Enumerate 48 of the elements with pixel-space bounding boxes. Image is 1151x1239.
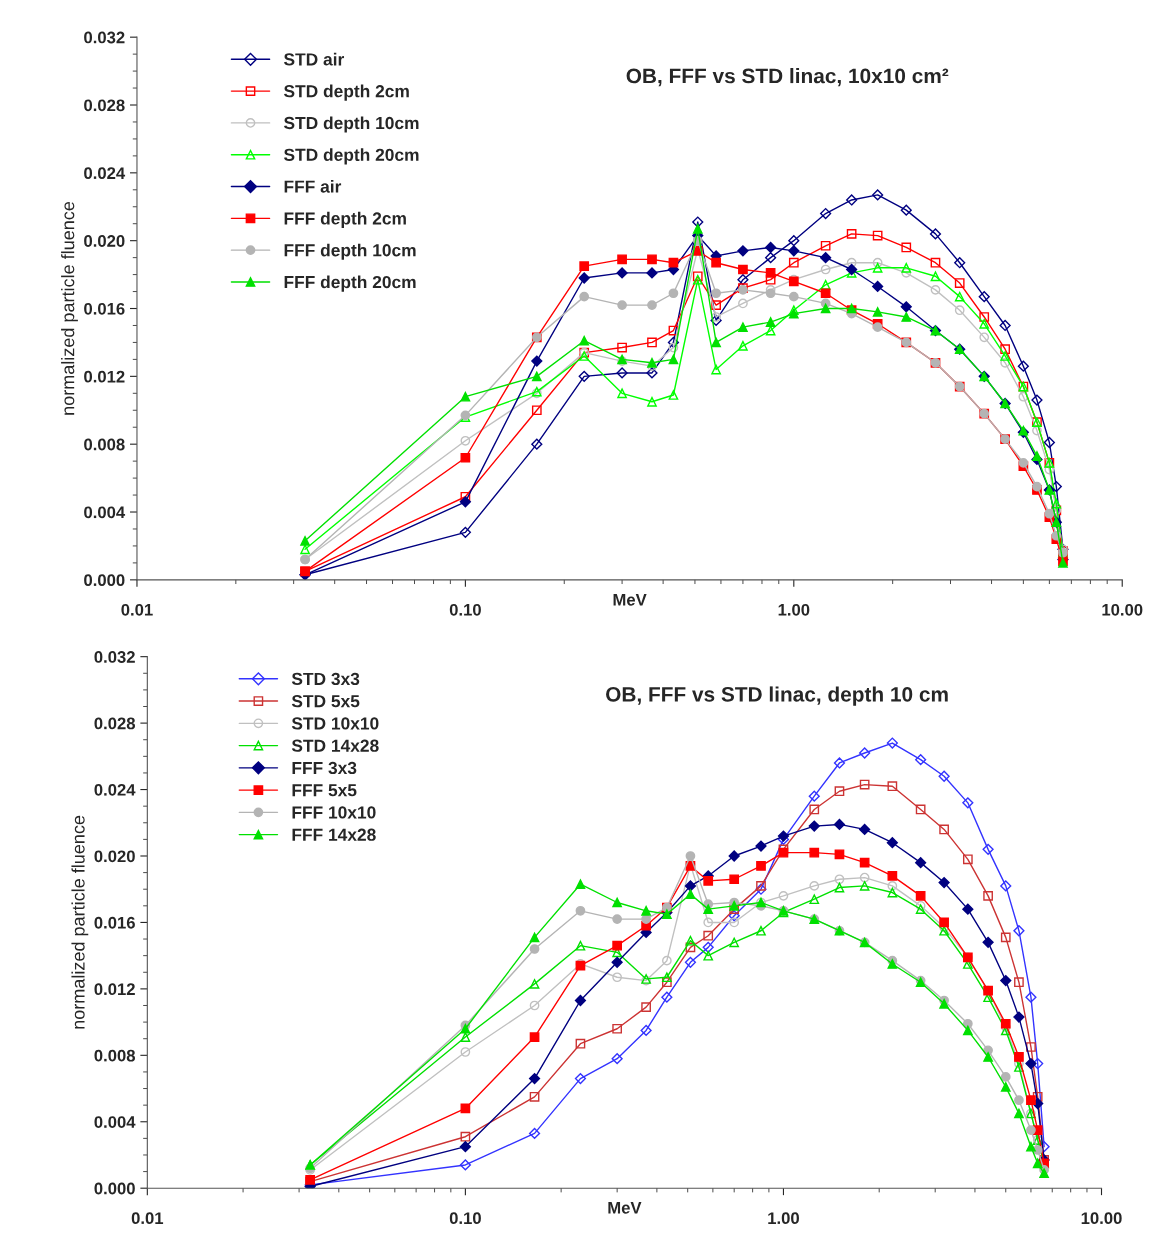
x-tick-label: 0.10 <box>449 1212 481 1225</box>
y-tick-label: 0.020 <box>84 235 125 247</box>
legend-label: FFF 14x28 <box>292 828 376 841</box>
y-tick-label: 0.004 <box>94 1116 136 1128</box>
x-tick-label: 1.00 <box>778 603 810 616</box>
x-axis-title: MeV <box>608 1202 642 1214</box>
y-tick-label: 0.028 <box>94 717 136 730</box>
x-tick-label: 0.01 <box>131 1212 164 1225</box>
legend-label: STD 3x3 <box>291 672 360 686</box>
y-tick-label: 0.024 <box>84 167 126 180</box>
y-tick-label: 0.016 <box>94 916 135 929</box>
x-tick-label: 10.00 <box>1102 603 1143 616</box>
text: OB, FFF vs STD linac, depth 10 cm <box>606 686 948 706</box>
x-tick-label: 0.01 <box>121 603 153 616</box>
legend-label: FFF depth 20cm <box>284 275 416 292</box>
legend-label: STD air <box>284 52 345 66</box>
text: OB, FFF vs STD linac, 10x10 cm² <box>626 68 949 87</box>
legend-label: FFF 10x10 <box>292 806 376 819</box>
legend-label: FFF 5x5 <box>292 784 357 797</box>
legend-label: FFF 3x3 <box>292 761 357 775</box>
y-tick-label: 0.000 <box>94 1182 135 1195</box>
y-tick-label: 0.016 <box>84 302 125 315</box>
legend-label: STD 5x5 <box>291 695 360 708</box>
legend-label: FFF depth 2cm <box>284 211 406 229</box>
legend-label: FFF air <box>284 180 342 193</box>
y-tick-label: 0.020 <box>94 850 135 863</box>
legend-label: STD 14x28 <box>291 739 379 752</box>
y-tick-label: 0.024 <box>94 783 136 796</box>
legend-label: STD 10x10 <box>291 717 379 730</box>
x-axis-title: MeV <box>613 594 647 606</box>
y-tick-label: 0.004 <box>84 506 126 519</box>
y-tick-label: 0.000 <box>84 574 125 587</box>
legend-label: STD depth 20cm <box>284 148 419 165</box>
y-tick-label: 0.008 <box>84 438 125 451</box>
x-tick-label: 0.10 <box>449 603 481 616</box>
legend-label: STD depth 10cm <box>284 116 419 133</box>
legend-label: FFF depth 10cm <box>284 243 416 260</box>
x-tick-label: 1.00 <box>768 1212 799 1225</box>
legend-label: STD depth 2cm <box>284 84 409 101</box>
x-tick-label: 10.00 <box>1081 1212 1122 1225</box>
y-tick-label: 0.028 <box>84 99 125 112</box>
y-tick-label: 0.012 <box>84 370 125 383</box>
y-tick-label: 0.008 <box>94 1049 136 1062</box>
y-tick-label: 0.012 <box>94 983 135 996</box>
y-tick-label: 0.032 <box>84 31 125 44</box>
y-axis-title: normalized particle fluence <box>71 815 89 1029</box>
y-tick-label: 0.032 <box>94 651 135 663</box>
y-axis-title: normalized particle fluence <box>61 201 78 415</box>
